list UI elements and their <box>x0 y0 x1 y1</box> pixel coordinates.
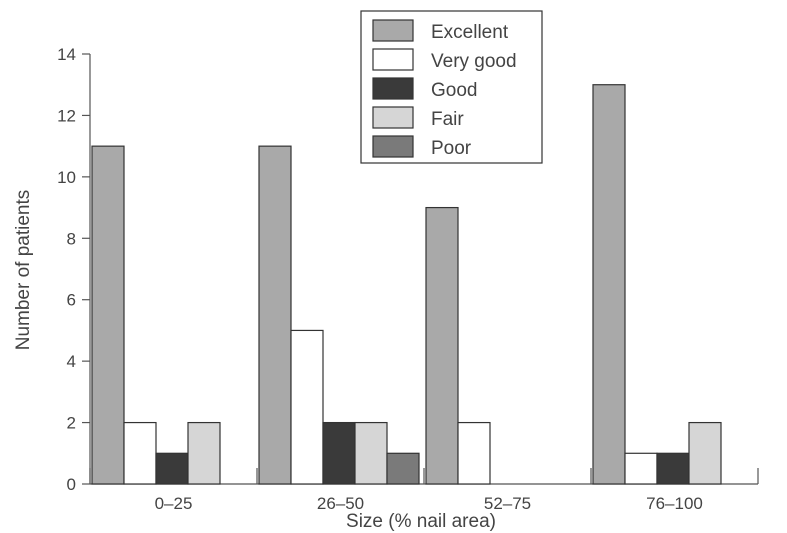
bar-good <box>656 452 690 485</box>
legend-swatch <box>372 48 414 71</box>
legend-label: Poor <box>431 138 472 159</box>
bar-fair <box>688 421 722 485</box>
y-axis: 0 2 4 6 8 10 12 14 <box>57 45 91 494</box>
y-tick-label: 2 <box>67 414 76 433</box>
legend-swatch <box>372 77 414 100</box>
y-tick-label: 12 <box>57 106 76 125</box>
bar-excellent <box>258 145 292 485</box>
y-tick-label: 0 <box>67 475 76 494</box>
legend-label: Excellent <box>431 22 509 43</box>
bar-good <box>322 421 356 485</box>
y-tick-label: 6 <box>67 291 76 310</box>
bar-excellent <box>425 206 459 485</box>
bar-very-good <box>457 421 491 485</box>
bars <box>91 84 722 485</box>
bar-fair <box>187 421 221 485</box>
bar-very-good <box>290 329 324 485</box>
legend-label: Good <box>431 80 477 101</box>
bar-excellent <box>592 84 626 485</box>
legend: Excellent Very good Good Fair Poor <box>360 10 543 164</box>
x-axis-title: Size (% nail area) <box>346 511 496 532</box>
y-tick-label: 4 <box>67 352 76 371</box>
x-category-label: 26–50 <box>317 494 364 513</box>
y-tick-label: 14 <box>57 45 76 64</box>
y-axis-title: Number of patients <box>13 190 34 351</box>
x-category-label: 52–75 <box>484 494 531 513</box>
y-tick-label: 8 <box>67 229 76 248</box>
bar-good <box>155 452 189 485</box>
bar-poor <box>386 452 420 485</box>
legend-label: Very good <box>431 51 517 72</box>
bar-very-good <box>624 452 658 485</box>
bar-fair <box>354 421 388 485</box>
y-tick-label: 10 <box>57 168 76 187</box>
legend-swatch <box>372 19 414 42</box>
legend-label: Fair <box>431 109 464 130</box>
legend-swatch <box>372 106 414 129</box>
x-category-label: 0–25 <box>155 494 193 513</box>
bar-excellent <box>91 145 125 485</box>
bar-very-good <box>123 421 157 485</box>
x-category-label: 76–100 <box>646 494 703 513</box>
legend-swatch <box>372 135 414 158</box>
